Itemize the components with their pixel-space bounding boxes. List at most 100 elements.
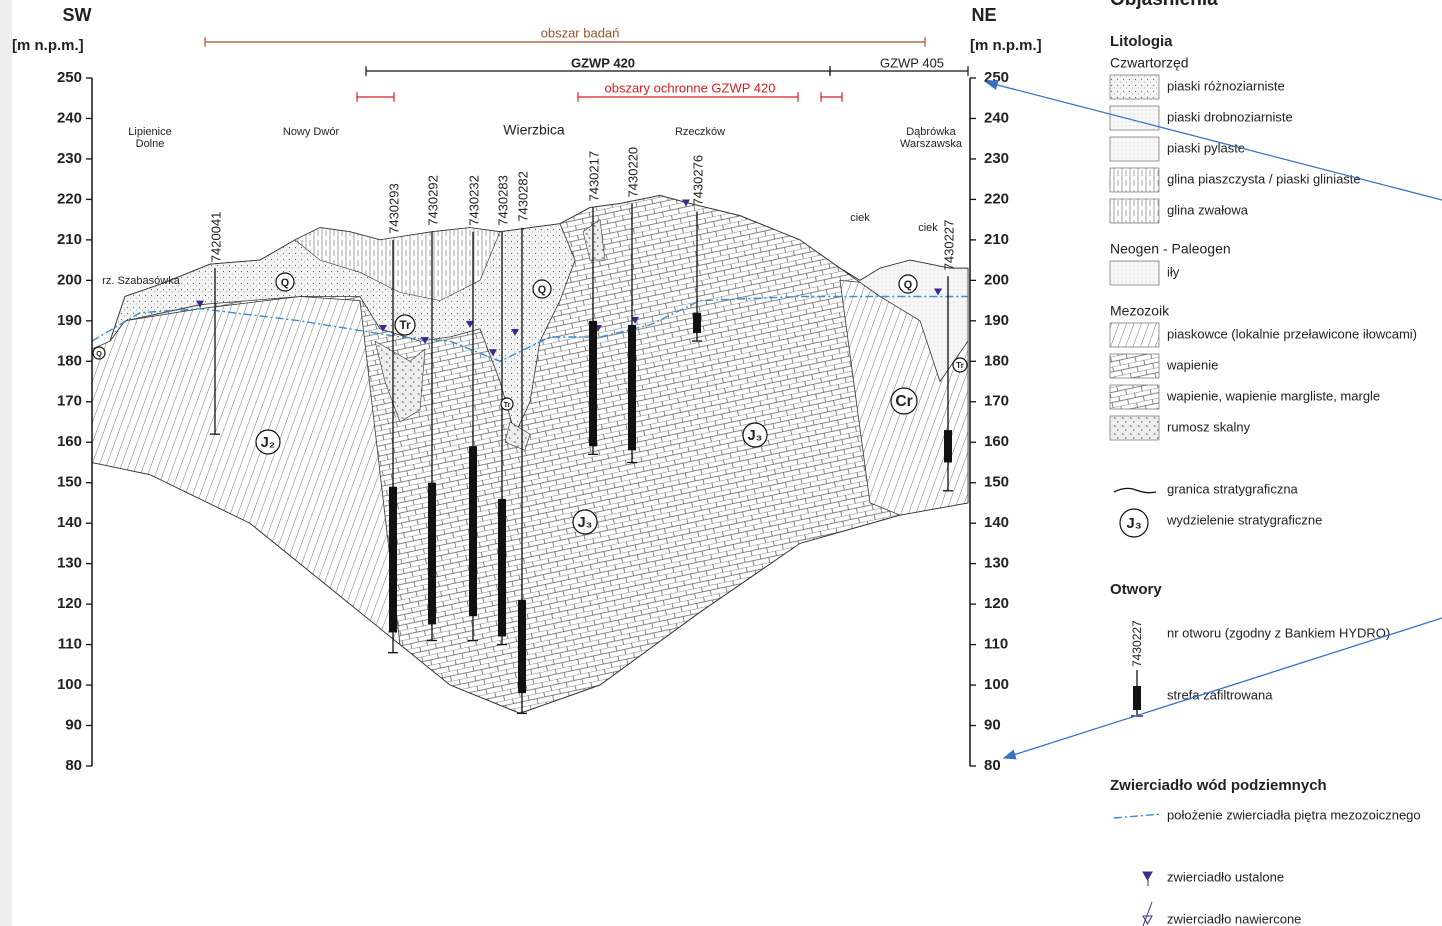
axis-tick-label: 140 bbox=[984, 514, 1009, 531]
place-label: Dolne bbox=[136, 138, 165, 150]
unit-symbol bbox=[898, 274, 918, 294]
place-label: Rzeczków bbox=[675, 126, 725, 138]
borehole-label: 7430217 bbox=[586, 151, 601, 202]
unit-label: Q bbox=[96, 349, 102, 358]
legend-unit-symbol bbox=[1119, 508, 1149, 538]
place-label: Wierzbica bbox=[503, 122, 565, 138]
legend-filter bbox=[1133, 686, 1141, 710]
legend-heading: Litologia bbox=[1110, 33, 1173, 50]
borehole-label: 7430276 bbox=[690, 155, 705, 206]
filter-zone bbox=[944, 430, 952, 463]
unit-label: Tr bbox=[504, 400, 511, 409]
jurassic-j2 bbox=[91, 296, 401, 646]
axis-tick-label: 150 bbox=[57, 474, 82, 491]
legend-item: piaski pylaste bbox=[1167, 140, 1245, 155]
place-label: Lipienice bbox=[128, 126, 171, 138]
axis-tick-label: 90 bbox=[984, 716, 1001, 733]
legend-item: zwierciadło nawiercone bbox=[1167, 911, 1301, 926]
axis-tick-label: 220 bbox=[57, 190, 82, 207]
filter-zone bbox=[518, 600, 526, 694]
axis-tick-label: 90 bbox=[65, 716, 82, 733]
unit-label: Q bbox=[281, 277, 289, 289]
legend-water-drilled bbox=[1142, 901, 1153, 926]
legend-item: zwierciadło ustalone bbox=[1167, 869, 1284, 884]
axis-tick-label: 80 bbox=[984, 757, 1001, 774]
place-label: Warszawska bbox=[900, 138, 963, 150]
unit-label: Q bbox=[904, 279, 912, 291]
water-marker bbox=[379, 324, 387, 332]
filter-zone bbox=[589, 320, 597, 447]
rubble bbox=[504, 421, 531, 451]
zone-label: obszar badań bbox=[541, 25, 620, 40]
legend-item: nr otworu (zgodny z Bankiem HYDRO) bbox=[1167, 625, 1390, 640]
legend-item: położenie zwierciadła piętra mezozoiczne… bbox=[1167, 807, 1421, 822]
unit-label: Tr bbox=[956, 360, 965, 370]
unit-symbol bbox=[952, 357, 968, 373]
unit-label: Q bbox=[538, 284, 546, 296]
filter-zone bbox=[469, 446, 477, 617]
axis-tick-label: 140 bbox=[57, 514, 82, 531]
filter-zone bbox=[498, 498, 506, 637]
axis-tick-label: 110 bbox=[58, 636, 82, 653]
place-label: ciek bbox=[850, 212, 870, 224]
unit-symbol bbox=[572, 509, 598, 535]
legend-title: Objaśnienia bbox=[1110, 0, 1218, 10]
unit-label: J₂ bbox=[261, 435, 275, 451]
axis-tick-label: 240 bbox=[984, 109, 1009, 126]
legend-item: glina zwałowa bbox=[1167, 202, 1249, 217]
water-marker bbox=[631, 316, 639, 324]
legend-boundary bbox=[1113, 487, 1157, 494]
legend-item: piaskowce (lokalnie przeławicone iłowcam… bbox=[1167, 326, 1417, 341]
legend-unit-label: J₃ bbox=[1126, 515, 1141, 532]
pointer-arrow bbox=[984, 79, 1442, 201]
filter-zone bbox=[428, 482, 436, 625]
unit-label: Tr bbox=[399, 318, 411, 332]
unit-symbol bbox=[394, 314, 416, 336]
water-table bbox=[91, 295, 968, 363]
place-label: ciek bbox=[918, 222, 938, 234]
pointer-arrow bbox=[1002, 617, 1442, 760]
axis-tick-label: 230 bbox=[984, 150, 1009, 167]
water-marker bbox=[466, 320, 474, 328]
rubble bbox=[374, 340, 426, 423]
axis-tick-label: 190 bbox=[57, 312, 82, 329]
legend-item: rumosz skalny bbox=[1167, 419, 1251, 434]
unit-symbol bbox=[742, 422, 768, 448]
legend-swatch bbox=[1109, 384, 1160, 410]
direction-label: NE bbox=[971, 5, 996, 25]
axis-tick-label: 180 bbox=[57, 352, 82, 369]
water-marker bbox=[934, 288, 942, 296]
legend-swatch bbox=[1109, 260, 1160, 286]
axis-tick-label: 120 bbox=[57, 595, 82, 612]
zone-label: GZWP 420 bbox=[571, 55, 635, 70]
axis-tick-label: 250 bbox=[984, 69, 1009, 86]
filter-zone bbox=[389, 486, 397, 633]
legend-heading: Otwory bbox=[1110, 581, 1162, 598]
legend-swatch bbox=[1109, 415, 1160, 441]
legend-item: piaski różnoziarniste bbox=[1167, 78, 1285, 93]
legend-swatch bbox=[1109, 136, 1160, 162]
axis-tick-label: 130 bbox=[984, 555, 1009, 572]
legend-water-line bbox=[1113, 813, 1163, 819]
legend-item: granica stratygraficzna bbox=[1167, 481, 1299, 496]
water-marker bbox=[196, 300, 204, 308]
axis-tick-label: 80 bbox=[65, 757, 82, 774]
place-label: Nowy Dwór bbox=[283, 126, 340, 138]
legend-swatch bbox=[1109, 353, 1160, 379]
axis-tick-label: 200 bbox=[984, 271, 1009, 288]
axis-tick-label: 150 bbox=[984, 474, 1009, 491]
borehole-label: 7430293 bbox=[386, 183, 401, 234]
axis-tick-label: 210 bbox=[57, 231, 82, 248]
legend-borehole-number: 7430227 bbox=[1130, 620, 1144, 667]
unit-label: [m n.p.m.] bbox=[12, 37, 84, 54]
borehole-label: 7430282 bbox=[515, 171, 530, 222]
axis-tick-label: 180 bbox=[984, 352, 1009, 369]
legend-swatch bbox=[1109, 105, 1160, 131]
axis-tick-label: 100 bbox=[57, 676, 82, 693]
axis-tick-label: 230 bbox=[57, 150, 82, 167]
place-label: rz. Szabasówka bbox=[102, 275, 181, 287]
axis-tick-label: 170 bbox=[57, 393, 82, 410]
legend-water-marker bbox=[1142, 871, 1153, 886]
axis-tick-label: 190 bbox=[984, 312, 1009, 329]
